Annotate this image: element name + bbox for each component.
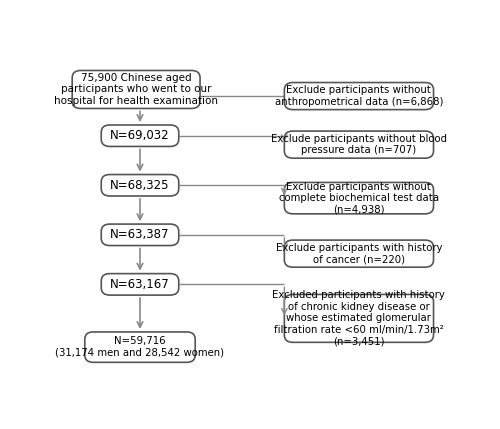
Text: Exclude participants without
anthropometrical data (n=6,868): Exclude participants without anthropomet… — [274, 85, 443, 107]
FancyBboxPatch shape — [85, 332, 195, 363]
Text: Exclude participants with history
of cancer (n=220): Exclude participants with history of can… — [276, 243, 442, 264]
Text: N=69,032: N=69,032 — [110, 129, 170, 142]
Text: 75,900 Chinese aged
participants who went to our
hospital for health examination: 75,900 Chinese aged participants who wen… — [54, 73, 218, 106]
Text: Excluded participants with history
of chronic kidney disease or
whose estimated : Excluded participants with history of ch… — [272, 290, 446, 347]
FancyBboxPatch shape — [284, 240, 434, 267]
Text: N=63,387: N=63,387 — [110, 228, 170, 242]
FancyBboxPatch shape — [284, 294, 434, 342]
FancyBboxPatch shape — [284, 131, 434, 158]
FancyBboxPatch shape — [284, 82, 434, 110]
Text: Exclude participants without blood
pressure data (n=707): Exclude participants without blood press… — [271, 134, 447, 155]
FancyBboxPatch shape — [101, 224, 179, 245]
FancyBboxPatch shape — [284, 182, 434, 214]
Text: N=63,167: N=63,167 — [110, 278, 170, 291]
Text: N=68,325: N=68,325 — [110, 179, 170, 192]
FancyBboxPatch shape — [101, 125, 179, 146]
Text: N=59,716
(31,174 men and 28,542 women): N=59,716 (31,174 men and 28,542 women) — [56, 336, 224, 358]
FancyBboxPatch shape — [101, 274, 179, 295]
Text: Exclude participants without
complete biochemical test data
(n=4,938): Exclude participants without complete bi… — [279, 181, 439, 215]
FancyBboxPatch shape — [101, 175, 179, 196]
FancyBboxPatch shape — [72, 70, 200, 109]
